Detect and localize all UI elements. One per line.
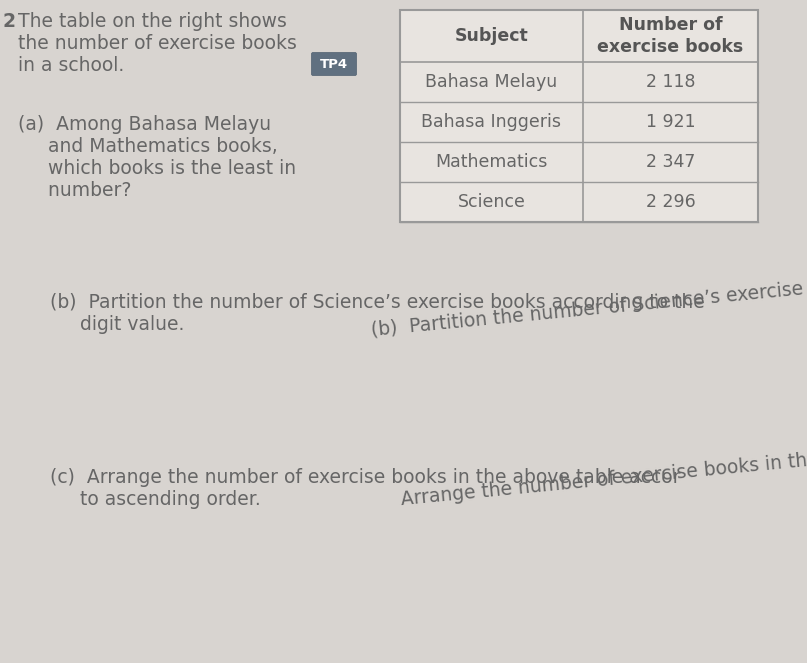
- Text: number?: number?: [18, 181, 132, 200]
- Text: to ascending order.: to ascending order.: [50, 490, 261, 509]
- Text: The table on the right shows: The table on the right shows: [18, 12, 286, 31]
- FancyBboxPatch shape: [312, 52, 357, 76]
- Text: Science: Science: [458, 193, 525, 211]
- Bar: [400, 10, 758, 222]
- Text: (c)  Arrange the number of exercise books in the above table accor: (c) Arrange the number of exercise books…: [50, 468, 680, 487]
- Text: and Mathematics books,: and Mathematics books,: [18, 137, 278, 156]
- Text: Mathematics: Mathematics: [435, 153, 548, 171]
- Text: (b)  Partition the number of Science’s exercise books according to the: (b) Partition the number of Science’s ex…: [0, 662, 1, 663]
- Text: TP4: TP4: [320, 58, 348, 70]
- Text: 2 347: 2 347: [646, 153, 695, 171]
- Text: 2 296: 2 296: [646, 193, 696, 211]
- Text: 2 118: 2 118: [646, 73, 696, 91]
- Text: Bahasa Melayu: Bahasa Melayu: [425, 73, 558, 91]
- Text: which books is the least in: which books is the least in: [18, 159, 296, 178]
- Text: (b)  Partition the number of Science’s exercise books according to the: (b) Partition the number of Science’s ex…: [50, 293, 705, 312]
- Text: (a)  Among Bahasa Melayu: (a) Among Bahasa Melayu: [18, 115, 271, 134]
- Text: 2: 2: [3, 12, 16, 31]
- Text: Number of
exercise books: Number of exercise books: [597, 15, 743, 56]
- Text: digit value.: digit value.: [50, 315, 184, 334]
- Bar: [400, 10, 758, 222]
- Text: the number of exercise books: the number of exercise books: [18, 34, 297, 53]
- Text: 1 921: 1 921: [646, 113, 696, 131]
- Text: Arrange the number of exercise books in the above table accor: Arrange the number of exercise books in …: [370, 433, 807, 512]
- Text: Bahasa Inggeris: Bahasa Inggeris: [421, 113, 562, 131]
- Text: (b)  Partition the number of Science’s exercise books according to the: (b) Partition the number of Science’s ex…: [370, 258, 807, 339]
- Text: Subject: Subject: [454, 27, 529, 45]
- Text: in a school.: in a school.: [18, 56, 124, 75]
